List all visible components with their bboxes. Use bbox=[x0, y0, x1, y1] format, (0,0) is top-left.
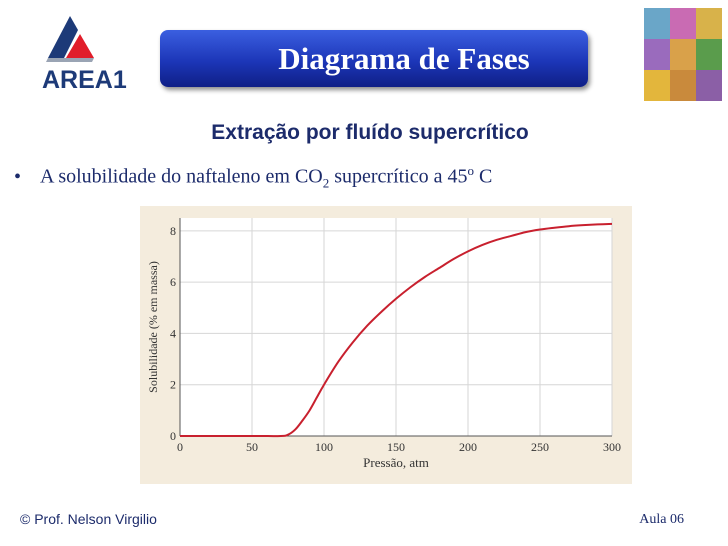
x-tick-label: 100 bbox=[315, 440, 333, 454]
footer-author: © Prof. Nelson Virgilio bbox=[20, 511, 157, 527]
bullet-icon: • bbox=[14, 165, 22, 188]
bullet-subscript: 2 bbox=[322, 175, 330, 191]
x-tick-label: 0 bbox=[177, 440, 183, 454]
logo-triangle-icon bbox=[46, 16, 94, 62]
x-axis-label: Pressão, atm bbox=[363, 455, 429, 470]
page-title: Diagrama de Fases bbox=[278, 40, 530, 76]
y-tick-label: 8 bbox=[170, 224, 176, 238]
bullet-text-middle: supercrítico a 45 bbox=[329, 165, 468, 188]
y-tick-label: 0 bbox=[170, 429, 176, 443]
x-tick-label: 50 bbox=[246, 440, 258, 454]
bullet-superscript: o bbox=[467, 163, 475, 178]
x-tick-label: 200 bbox=[459, 440, 477, 454]
solubility-curve bbox=[179, 222, 613, 438]
x-tick-label: 300 bbox=[603, 440, 621, 454]
y-tick-label: 4 bbox=[170, 326, 176, 340]
y-axis-label: Solubilidade (% em massa) bbox=[146, 261, 160, 393]
footer-lesson: Aula 06 bbox=[639, 512, 684, 527]
slide-subtitle: Extração por fluído supercrítico bbox=[211, 121, 529, 144]
solubility-chart: 0 50 100 150 200 250 300 0 2 4 6 8 Pressão, atm Sol… bbox=[140, 206, 632, 484]
x-tick-label: 250 bbox=[531, 440, 549, 454]
y-tick-label: 2 bbox=[170, 378, 176, 392]
bullet-item: • A solubilidade do naftaleno em CO2 supe… bbox=[14, 163, 492, 192]
bullet-text-after: C bbox=[474, 165, 493, 188]
bullet-text-before: A solubilidade do naftaleno em CO bbox=[40, 165, 323, 188]
decorative-image-mosaic bbox=[644, 8, 722, 102]
y-tick-label: 6 bbox=[170, 275, 176, 289]
area1-logo: AREA1 bbox=[8, 10, 138, 94]
chart-svg: 0 50 100 150 200 250 300 0 2 4 6 8 Pressão, atm Sol… bbox=[140, 206, 632, 484]
logo-text: AREA1 bbox=[42, 66, 127, 94]
x-tick-label: 150 bbox=[387, 440, 405, 454]
title-banner: Diagrama de Fases bbox=[160, 30, 588, 87]
